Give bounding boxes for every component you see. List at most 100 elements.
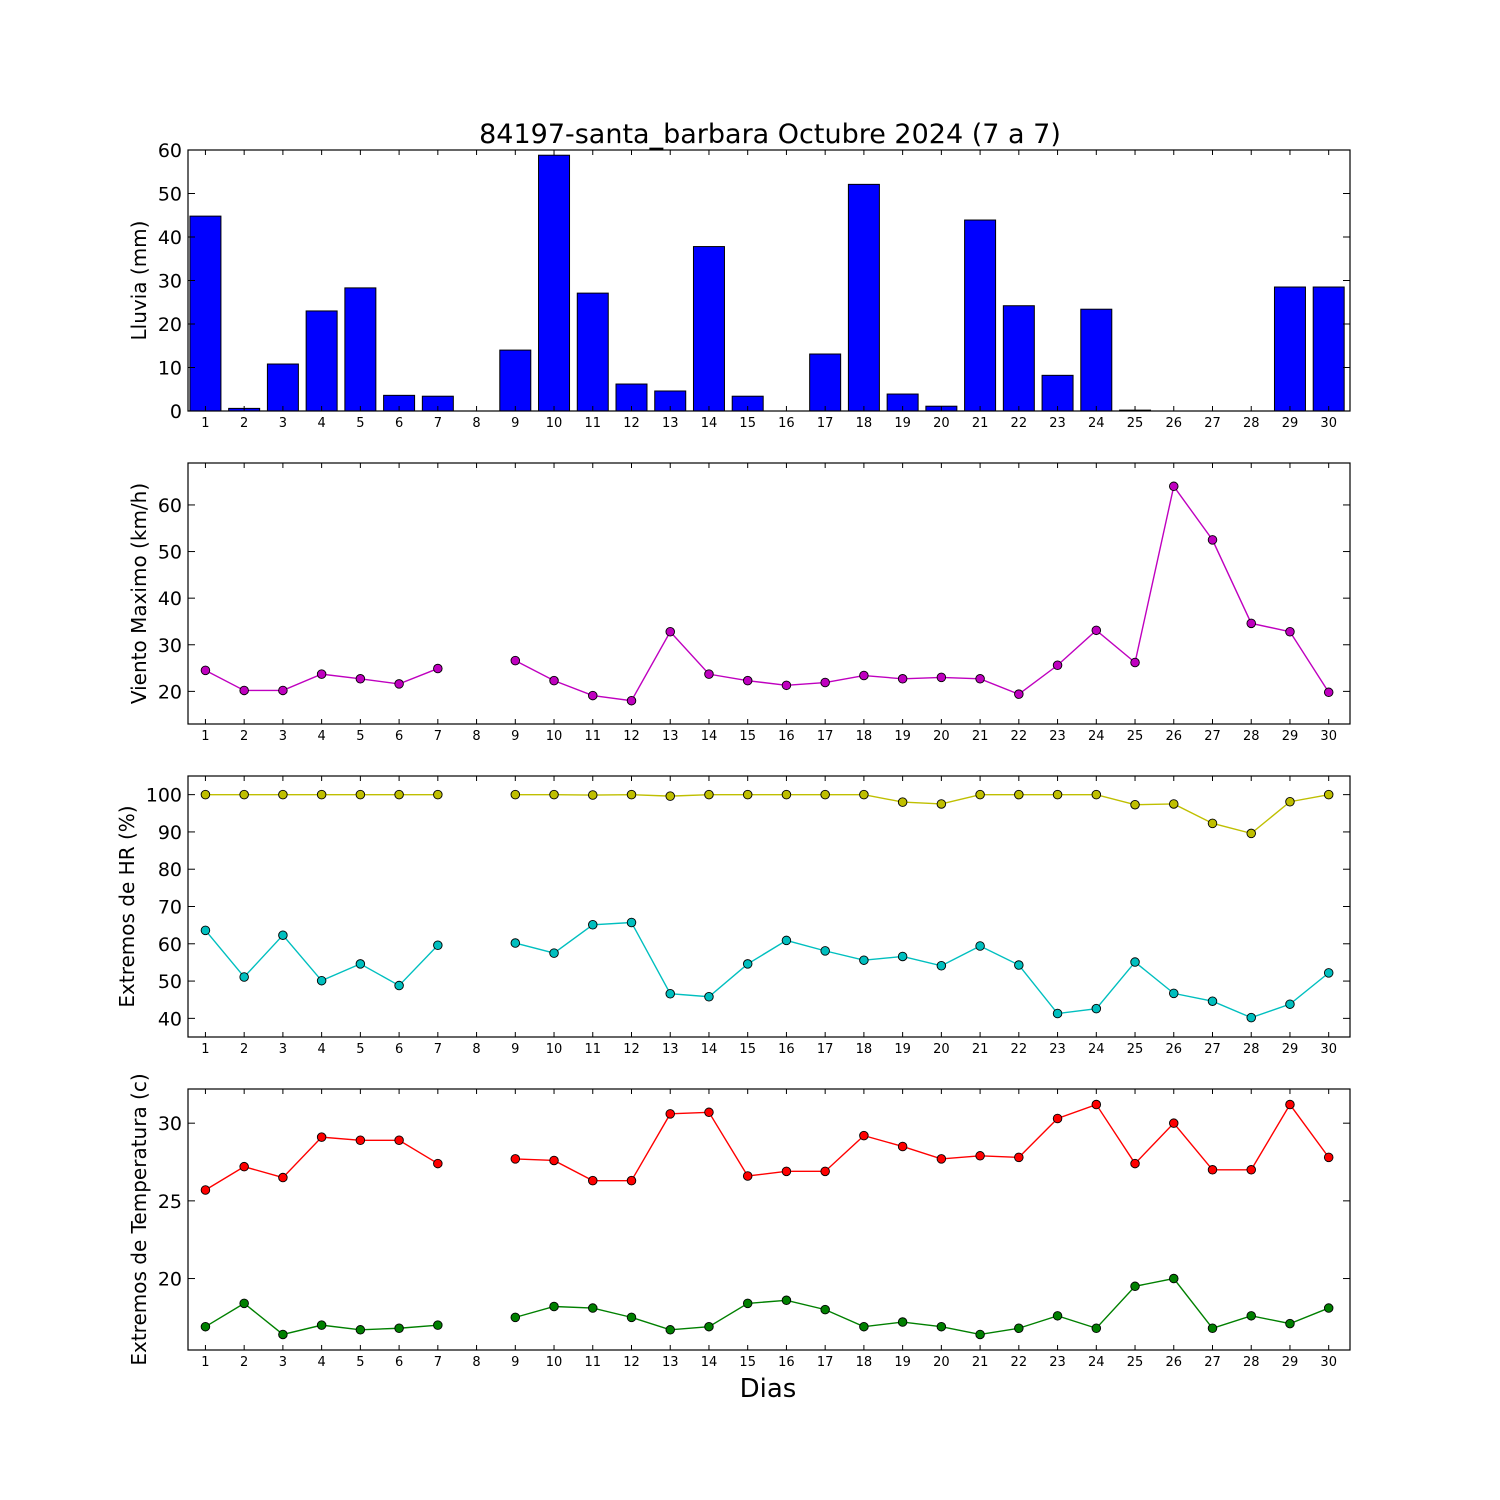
x-tick-label: 4 [317, 729, 325, 744]
x-tick-label: 17 [817, 1042, 834, 1057]
bar-day-11 [576, 292, 609, 412]
y-tick-label: 40 [158, 227, 182, 249]
x-tick-label: 24 [1088, 416, 1105, 431]
series-2-point-day-2 [239, 972, 249, 982]
x-tick-label: 1 [201, 1355, 209, 1370]
x-tick-label: 30 [1320, 1355, 1337, 1370]
series-1-point-day-24 [1091, 1099, 1102, 1110]
series-2-point-day-26 [1169, 988, 1179, 999]
x-tick-label: 19 [894, 1042, 911, 1057]
x-tick-label: 13 [662, 1042, 679, 1057]
x-tick-label: 22 [1011, 729, 1028, 744]
series-1-point-day-30 [1323, 789, 1334, 800]
series-1-point-day-15 [742, 675, 753, 686]
series-1-point-day-6 [394, 679, 404, 689]
series-1-point-day-3 [278, 685, 288, 696]
series-1-point-day-28 [1246, 828, 1256, 839]
y-tick-label: 10 [158, 358, 182, 380]
x-tick-label: 27 [1204, 1355, 1221, 1370]
x-tick-label: 5 [356, 729, 364, 744]
x-tick-label: 26 [1165, 416, 1182, 431]
x-tick-label: 23 [1049, 416, 1066, 431]
series-2-point-day-10 [549, 948, 559, 958]
x-tick-label: 21 [972, 729, 989, 744]
series-1-point-day-27 [1207, 818, 1218, 829]
x-tick-label: 11 [584, 729, 601, 744]
x-tick-label: 6 [395, 1042, 403, 1057]
x-tick-label: 17 [817, 729, 834, 744]
x-tick-label: 30 [1320, 416, 1337, 431]
series-1-point-day-23 [1052, 1113, 1063, 1124]
series-2-point-day-25 [1130, 1281, 1140, 1292]
y-tick-label: 40 [158, 1008, 182, 1030]
series-1-point-day-15 [742, 1171, 753, 1181]
y-tick-label: 50 [158, 184, 182, 206]
x-tick-label: 5 [356, 1355, 364, 1370]
series-line-1 [205, 793, 1329, 835]
series-1-point-day-16 [781, 1166, 792, 1177]
x-tick-label: 13 [662, 729, 679, 744]
series-1-point-day-9 [510, 655, 521, 666]
x-tick-label: 2 [240, 1042, 248, 1057]
y-axis-label: Extremos de HR (%) [115, 805, 139, 1007]
bar-day-17 [809, 353, 842, 412]
x-tick-label: 28 [1243, 1355, 1260, 1370]
series-1-point-day-4 [316, 669, 327, 679]
series-2-point-day-22 [1014, 960, 1024, 970]
series-2-point-day-14 [704, 991, 714, 1002]
x-tick-label: 2 [240, 416, 248, 431]
x-tick-label: 29 [1282, 416, 1299, 431]
bar-day-23 [1041, 374, 1074, 412]
series-2-point-day-1 [200, 1321, 211, 1332]
series-2-point-day-10 [549, 1301, 559, 1312]
series-1-point-day-17 [820, 677, 830, 688]
chart-panel-2: 1 2 3 4 5 6 7 8 9 10 11 12 13 14 15 16 17 18 19 20 21 22 23 24 2… [127, 462, 1351, 744]
series-1-point-day-25 [1130, 1158, 1140, 1169]
x-tick-label: 10 [546, 1355, 563, 1370]
series-2-point-day-21 [975, 941, 985, 951]
series-1-point-day-4 [316, 1132, 327, 1142]
series-2-point-day-14 [704, 1321, 714, 1332]
x-tick-label: 10 [546, 729, 563, 744]
series-1-point-day-22 [1014, 789, 1024, 800]
series-1-point-day-27 [1207, 535, 1218, 545]
series-1-point-day-2 [239, 685, 249, 696]
series-1-point-day-9 [510, 789, 521, 800]
series-2-point-day-4 [316, 1320, 327, 1330]
series-1-point-day-18 [859, 789, 869, 800]
series-2-point-day-29 [1285, 999, 1295, 1009]
x-tick-label: 7 [434, 729, 442, 744]
x-tick-label: 19 [894, 416, 911, 431]
bar-day-30 [1312, 286, 1345, 412]
x-tick-label: 25 [1127, 1042, 1144, 1057]
x-tick-label: 29 [1282, 1355, 1299, 1370]
series-2-point-day-3 [278, 1329, 288, 1340]
x-tick-label: 20 [933, 1355, 950, 1370]
x-tick-label: 6 [395, 729, 403, 744]
x-tick-label: 7 [434, 1042, 442, 1057]
x-tick-label: 10 [546, 416, 563, 431]
series-1-point-day-6 [394, 789, 404, 800]
series-1-point-day-15 [742, 789, 753, 800]
series-2-point-day-7 [433, 1320, 443, 1330]
x-tick-label: 3 [279, 1042, 287, 1057]
bar-day-3 [266, 363, 299, 412]
x-tick-label: 7 [434, 416, 442, 431]
series-2-point-day-30 [1323, 968, 1334, 978]
series-2-point-day-20 [936, 1321, 947, 1332]
x-tick-label: 8 [472, 729, 480, 744]
x-tick-label: 11 [584, 1355, 601, 1370]
series-1-point-day-1 [200, 1185, 211, 1195]
y-tick-label: 70 [158, 897, 182, 919]
x-tick-label: 11 [584, 416, 601, 431]
series-1-point-day-5 [355, 1135, 366, 1146]
series-2-point-day-19 [897, 951, 908, 962]
x-tick-label: 24 [1088, 1355, 1105, 1370]
bar-day-14 [692, 246, 725, 412]
y-axis-label: Viento Maximo (km/h) [127, 483, 151, 704]
bar-day-5 [344, 287, 377, 412]
plot-frame [187, 775, 1351, 1038]
series-2-point-day-23 [1052, 1008, 1063, 1019]
series-1-point-day-26 [1169, 799, 1179, 809]
x-tick-label: 2 [240, 729, 248, 744]
